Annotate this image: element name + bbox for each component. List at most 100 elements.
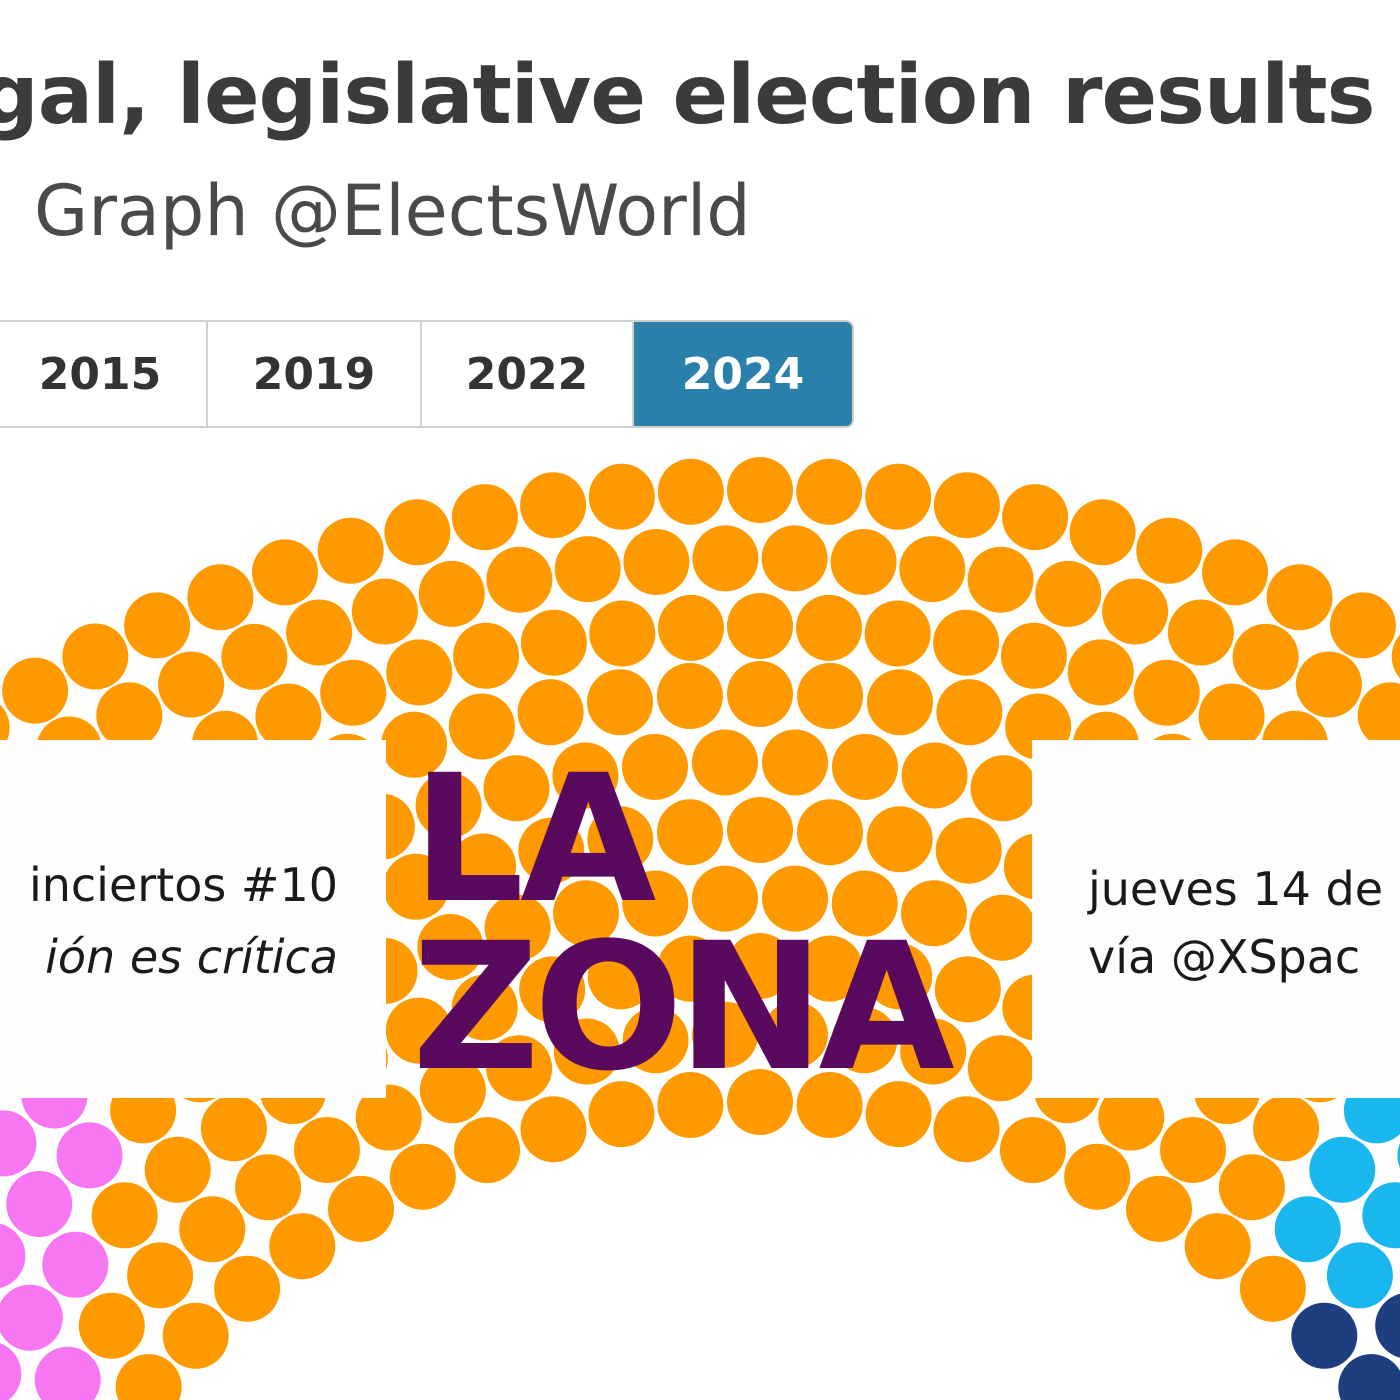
seat-dot	[692, 729, 758, 796]
seat-dot	[657, 1072, 724, 1138]
seat-dot	[553, 880, 619, 947]
seat-dot	[1362, 1182, 1400, 1249]
seat-dot	[552, 742, 619, 809]
seat-dot	[269, 1213, 336, 1280]
seat-dot	[658, 594, 724, 661]
seat-dot	[419, 1057, 486, 1124]
page-title: gal, legislative election results	[0, 48, 1375, 143]
series-subtitle: ión es crítica	[45, 930, 338, 984]
seat-dot	[519, 956, 586, 1023]
seat-dot	[587, 806, 654, 873]
seat-dot	[727, 1069, 793, 1135]
seat-dot	[294, 1117, 360, 1183]
seat-dot	[1002, 484, 1069, 551]
seat-dot	[831, 870, 898, 937]
seat-dot	[1035, 560, 1102, 627]
seat-dot	[899, 536, 966, 603]
seat-dot	[901, 742, 968, 809]
seat-dot	[62, 623, 129, 690]
seat-dot	[286, 599, 353, 666]
seat-dot	[1000, 622, 1067, 689]
seat-dot	[328, 1175, 394, 1242]
seat-dot	[657, 935, 724, 1002]
seat-dot	[554, 536, 621, 603]
seat-dot	[1098, 1084, 1165, 1151]
year-tab-bar: 2015 2019 2022 2024	[0, 320, 854, 428]
seat-dot	[796, 935, 863, 1002]
seat-dot	[727, 661, 793, 727]
seat-dot	[385, 997, 452, 1064]
seat-dot	[936, 679, 1003, 746]
seat-dot	[1133, 659, 1200, 726]
seat-dot	[622, 870, 689, 937]
seat-dot	[0, 1110, 37, 1177]
seat-dot	[351, 578, 418, 645]
seat-dot	[830, 529, 897, 595]
seat-dot	[6, 1171, 73, 1237]
seat-dot	[144, 1136, 211, 1203]
seat-dot	[518, 817, 585, 884]
seat-dot	[0, 1343, 22, 1400]
seat-dot	[727, 797, 793, 863]
seat-dot	[1069, 499, 1136, 566]
seat-dot	[999, 1117, 1066, 1184]
seat-dot	[1295, 651, 1362, 718]
seat-dot	[901, 880, 967, 947]
seat-dot	[384, 499, 451, 566]
seat-dot	[0, 1223, 26, 1289]
tab-2024[interactable]: 2024	[634, 322, 852, 426]
seat-dot	[622, 1007, 689, 1074]
date-line: jueves 14 de	[1088, 862, 1384, 916]
tab-2019[interactable]: 2019	[208, 322, 422, 426]
la-zona-logo: LA ZONA	[412, 752, 955, 1110]
seat-dot	[933, 472, 1000, 539]
seat-dot	[381, 711, 448, 778]
tab-2022[interactable]: 2022	[422, 322, 634, 426]
series-title: inciertos #10	[28, 858, 338, 912]
banner-left-panel: inciertos #10 ión es crítica	[0, 740, 386, 1098]
seat-dot	[623, 529, 690, 595]
seat-dot	[622, 733, 688, 800]
seat-dot	[587, 669, 653, 736]
seat-dot	[1102, 578, 1169, 645]
seat-dot	[34, 1346, 101, 1400]
seat-dot	[762, 729, 828, 796]
seat-dot	[450, 833, 517, 900]
seat-dot	[1338, 1354, 1400, 1400]
seat-dot	[970, 755, 1037, 822]
seat-dot	[797, 663, 864, 729]
seat-dot	[967, 546, 1034, 613]
seat-dot	[320, 659, 387, 726]
seat-dot	[2, 657, 69, 724]
seat-dot	[200, 1095, 267, 1162]
logo-word-zona: ZONA	[412, 905, 955, 1110]
seat-dot	[42, 1231, 109, 1298]
seat-dot	[933, 1096, 1000, 1163]
seat-dot	[1198, 683, 1265, 750]
seat-dot	[214, 1255, 281, 1322]
seat-dot	[389, 1143, 456, 1210]
seat-dot	[517, 679, 584, 746]
seat-dot	[761, 525, 828, 592]
seat-dot	[656, 663, 723, 729]
seat-dot	[1391, 634, 1400, 679]
seat-dot	[383, 853, 450, 920]
seat-dot	[252, 539, 318, 606]
seat-dot	[1326, 1242, 1393, 1309]
seat-dot	[831, 1007, 898, 1074]
seat-dot	[933, 609, 1000, 676]
seat-dot	[797, 799, 863, 866]
via-line: vía @XSpac	[1088, 930, 1361, 984]
seat-dot	[417, 914, 484, 980]
seat-dot	[969, 894, 1036, 961]
seat-dot	[486, 546, 553, 613]
seat-dot	[1184, 1213, 1251, 1280]
seat-dot	[761, 1001, 828, 1068]
seat-dot	[692, 1001, 759, 1068]
seat-dot	[158, 651, 225, 718]
tab-2015[interactable]: 2015	[0, 322, 208, 426]
seat-dot	[255, 683, 322, 750]
seat-dot	[1239, 1255, 1306, 1322]
seat-dot	[453, 622, 520, 689]
